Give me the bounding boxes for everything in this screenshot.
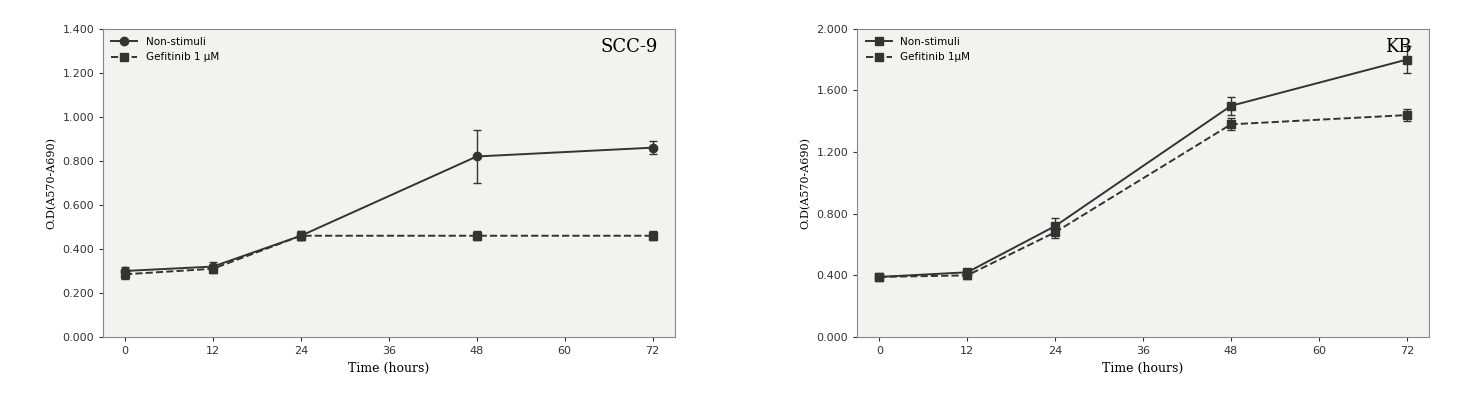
Text: KB: KB bbox=[1385, 38, 1411, 56]
Legend: Non-stimuli, Gefitinib 1μM: Non-stimuli, Gefitinib 1μM bbox=[863, 34, 974, 65]
Text: SCC-9: SCC-9 bbox=[600, 38, 657, 56]
Y-axis label: O.D(A570-A690): O.D(A570-A690) bbox=[47, 137, 57, 229]
Legend: Non-stimuli, Gefitinib 1 μM: Non-stimuli, Gefitinib 1 μM bbox=[109, 34, 222, 65]
X-axis label: Time (hours): Time (hours) bbox=[1102, 362, 1184, 374]
X-axis label: Time (hours): Time (hours) bbox=[348, 362, 430, 374]
Y-axis label: O.D(A570-A690): O.D(A570-A690) bbox=[801, 137, 812, 229]
